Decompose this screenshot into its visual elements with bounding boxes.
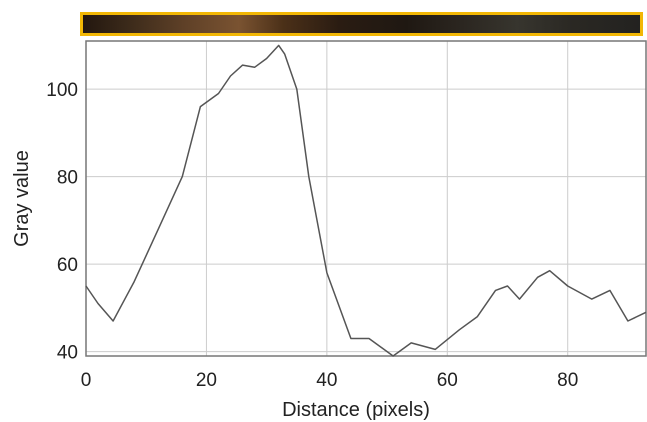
plot-frame	[85, 40, 647, 357]
gray-value-line	[85, 44, 647, 357]
x-tick-label: 20	[196, 370, 217, 391]
y-tick-label: 80	[57, 168, 78, 189]
intensity-profile-strip	[80, 12, 643, 36]
y-tick-label: 40	[57, 343, 78, 364]
x-tick-labels: 0 20 40 60 80	[81, 370, 579, 391]
x-tick-label: 40	[316, 370, 337, 391]
y-tick-labels: 40 60 80 100	[46, 80, 78, 364]
y-tick-label: 60	[57, 255, 78, 276]
y-axis-label: Gray value	[11, 150, 33, 247]
grid-lines	[86, 41, 646, 356]
x-tick-label: 80	[557, 370, 578, 391]
y-tick-label: 100	[46, 80, 78, 101]
x-tick-label: 60	[437, 370, 458, 391]
x-tick-label: 0	[81, 370, 92, 391]
x-axis-label: Distance (pixels)	[282, 399, 430, 421]
